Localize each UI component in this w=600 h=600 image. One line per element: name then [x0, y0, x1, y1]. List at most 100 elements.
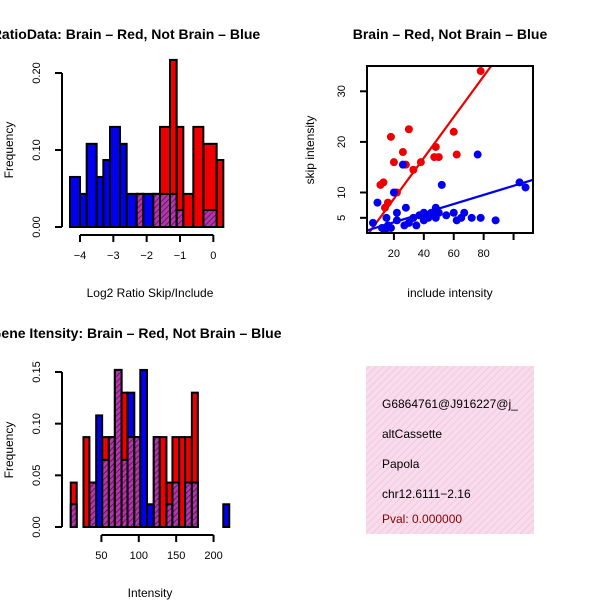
blue-point [449, 208, 458, 217]
intensity-x-axis: 50 100 150 200 [95, 534, 223, 562]
genomic-location-text: chr12.6111−2.16 [382, 487, 471, 501]
intensity-y-label: Frequency [2, 422, 16, 479]
histogram-overlap-bar [113, 368, 123, 528]
scatter-panel: Brain – Red, Not Brain – Blue 20 40 60 80 5… [303, 26, 547, 300]
red-point [389, 158, 398, 167]
blue-point [368, 218, 377, 227]
y-tick-label: 0.15 [31, 361, 43, 382]
y-tick-label: 0.05 [31, 465, 43, 486]
histogram-overlap-bar [88, 481, 98, 529]
y-tick-label: 10 [336, 186, 348, 198]
scatter-x-label: include intensity [407, 286, 492, 300]
blue-point [437, 180, 446, 189]
red-point [379, 178, 388, 187]
histogram-bar [142, 192, 155, 228]
blue-point [386, 223, 395, 232]
histogram-bar [182, 192, 195, 228]
blue-point [434, 208, 443, 217]
y-tick-label: 0.10 [31, 413, 43, 434]
ratio-x-axis: −4 −3 −2 −1 0 [74, 234, 216, 262]
ratio-y-label: Frequency [2, 122, 16, 179]
y-tick-label: 0.10 [31, 139, 43, 160]
y-tick-label: 0.20 [31, 62, 43, 83]
gene-info-background [366, 366, 534, 534]
y-tick-label: 0.00 [31, 216, 43, 237]
red-point [452, 150, 461, 159]
event-type-text: altCassette [382, 427, 442, 441]
red-point [476, 67, 485, 76]
histogram-bar [69, 175, 81, 228]
intensity-histogram-bars [69, 368, 231, 529]
ratio-x-label: Log2 Ratio Skip/Include [87, 286, 214, 300]
x-tick-label: 20 [388, 248, 400, 260]
x-tick-label: 0 [210, 250, 216, 262]
x-tick-label: 60 [448, 248, 460, 260]
histogram-bar [125, 192, 138, 228]
blue-point [382, 213, 391, 222]
blue-point [476, 213, 485, 222]
histogram-bar [95, 175, 105, 228]
red-point [386, 132, 395, 141]
histogram-bar [192, 125, 205, 228]
red-point [398, 148, 407, 157]
blue-point [521, 183, 530, 192]
ratio-y-axis: 0.00 0.10 0.20 [31, 62, 63, 238]
ratio-histogram-panel: RatioData: Brain – Red, Not Brain – Blue… [0, 26, 260, 300]
histogram-overlap-bar [190, 481, 199, 529]
scatter-plot-area [367, 66, 533, 233]
intensity-x-label: Intensity [128, 586, 173, 600]
histogram-overlap-bar [126, 436, 136, 529]
blue-point [412, 221, 421, 230]
scatter-marks [367, 66, 533, 233]
histogram-overlap-bar [69, 503, 78, 528]
ratio-histogram-bars [69, 58, 225, 228]
y-tick-label: 20 [336, 136, 348, 148]
histogram-overlap-bar [184, 481, 193, 529]
x-tick-label: 50 [95, 550, 107, 562]
x-tick-label: −1 [174, 250, 187, 262]
histogram-bar [222, 503, 231, 528]
y-tick-label: 30 [336, 85, 348, 97]
histogram-bar [146, 503, 155, 528]
scatter-y-axis: 5 10 20 30 [336, 85, 367, 221]
histogram-bar [119, 142, 128, 228]
x-tick-label: 150 [167, 550, 185, 562]
histogram-bar [95, 414, 104, 528]
gene-info-panel: G6864761@J916227@j_ altCassette Papola c… [366, 366, 534, 534]
y-tick-label: 5 [336, 215, 348, 221]
red-point [434, 153, 443, 162]
red-point [449, 127, 458, 136]
gene-id-text: G6864761@J916227@j_ [382, 397, 518, 411]
scatter-y-label: skip intensity [303, 116, 317, 185]
blue-point [460, 208, 469, 217]
blue-point [389, 188, 398, 197]
histogram-bar [139, 368, 149, 528]
red-fit-line [367, 66, 493, 233]
blue-fit-line [367, 178, 533, 232]
red-point [404, 125, 413, 134]
ratio-histogram-title: RatioData: Brain – Red, Not Brain – Blue [0, 26, 260, 42]
blue-point [442, 211, 451, 220]
y-tick-label: 0.00 [31, 516, 43, 537]
x-tick-label: 80 [478, 248, 490, 260]
scatter-x-axis: 20 40 60 80 [388, 233, 515, 260]
x-tick-label: 100 [130, 550, 148, 562]
scatter-title: Brain – Red, Not Brain – Blue [353, 26, 548, 42]
blue-point [373, 198, 382, 207]
x-tick-label: 40 [418, 248, 430, 260]
intensity-histogram-panel: Gene Itensity: Brain – Red, Not Brain – … [0, 325, 282, 600]
blue-point [392, 208, 401, 217]
histogram-overlap-bar [202, 209, 218, 228]
blue-point [398, 160, 407, 169]
x-tick-label: −4 [74, 250, 87, 262]
histogram-overlap-bar [101, 458, 110, 529]
x-tick-label: −2 [140, 250, 153, 262]
scatter-plot-box [366, 65, 534, 234]
gene-symbol-text: Papola [382, 457, 420, 471]
pval-text: Pval: 0.000000 [382, 512, 462, 526]
blue-point [401, 203, 410, 212]
blue-point [473, 150, 482, 159]
intensity-histogram-title: Gene Itensity: Brain – Red, Not Brain – … [0, 325, 282, 341]
histogram-overlap-bar [159, 192, 171, 228]
